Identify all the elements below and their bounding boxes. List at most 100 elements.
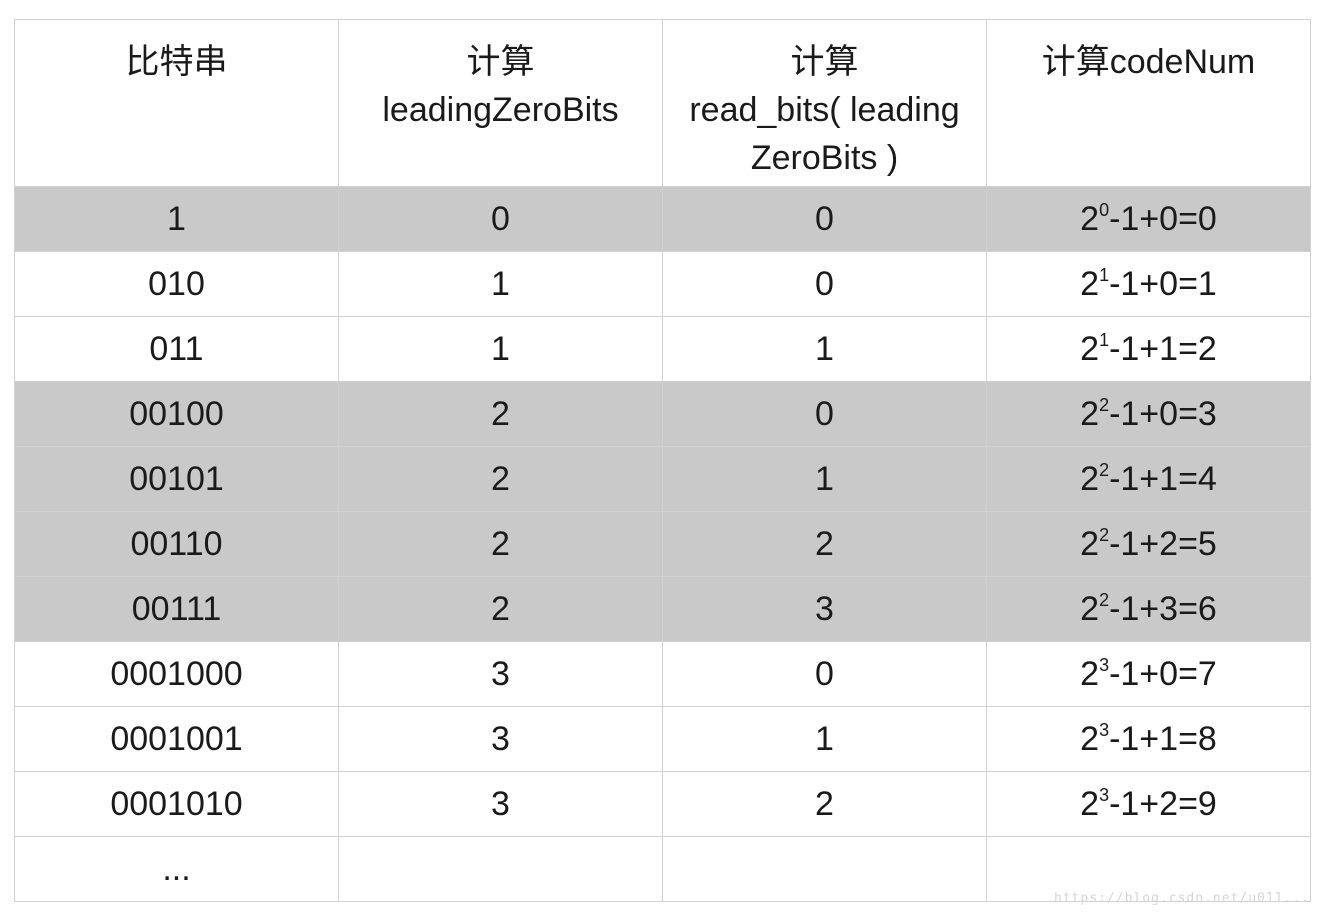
read-bits-cell: 0 (662, 641, 987, 707)
bit-string-cell: 010 (14, 251, 339, 317)
formula-rest: -1+2=9 (1109, 784, 1217, 823)
formula-exponent: 1 (1099, 329, 1110, 350)
formula-exponent: 3 (1099, 654, 1110, 675)
bit-string-cell: 00111 (14, 576, 339, 642)
formula-rest: -1+0=7 (1109, 654, 1217, 693)
leading-zero-bits-cell: 2 (338, 576, 663, 642)
formula-base: 2 (1080, 199, 1100, 238)
formula-base: 2 (1080, 394, 1100, 433)
formula-exponent: 3 (1099, 719, 1110, 740)
formula-exponent: 3 (1099, 784, 1110, 805)
code-num-cell: 21-1+0=1 (986, 251, 1311, 317)
formula-rest: -1+2=5 (1109, 524, 1217, 563)
empty-cell (986, 836, 1311, 902)
bit-string-cell: 0001010 (14, 771, 339, 837)
watermark: https://blog.csdn.net/u011... (1054, 891, 1310, 906)
table-row: 011 1 1 21-1+1=2 (14, 316, 1311, 382)
formula-base: 2 (1080, 719, 1100, 758)
header-read-bits: 计算 read_bits( leading ZeroBits ) (662, 19, 987, 187)
bit-string-cell: 1 (14, 186, 339, 252)
header-line: leadingZeroBits (382, 91, 619, 129)
table-row: 0001010 3 2 23-1+2=9 (14, 771, 1311, 837)
table-row: 1 0 0 20-1+0=0 (14, 186, 1311, 252)
formula-rest: -1+1=4 (1109, 459, 1217, 498)
formula-rest: -1+0=3 (1109, 394, 1217, 433)
leading-zero-bits-cell: 1 (338, 316, 663, 382)
read-bits-cell: 2 (662, 511, 987, 577)
code-num-cell: 21-1+1=2 (986, 316, 1311, 382)
exp-golomb-table: 比特串 计算 leadingZeroBits 计算 read_bits( lea… (14, 19, 1311, 902)
formula-base: 2 (1080, 589, 1100, 628)
formula-base: 2 (1080, 654, 1100, 693)
bit-string-cell: 0001000 (14, 641, 339, 707)
header-line: 比特串 (125, 43, 228, 81)
read-bits-cell: 1 (662, 446, 987, 512)
leading-zero-bits-cell: 3 (338, 641, 663, 707)
formula-rest: -1+0=0 (1109, 199, 1217, 238)
leading-zero-bits-cell: 2 (338, 446, 663, 512)
header-line: 计算codeNum (1041, 43, 1256, 81)
code-num-cell: 22-1+3=6 (986, 576, 1311, 642)
bit-string-cell: 00110 (14, 511, 339, 577)
formula-base: 2 (1080, 784, 1100, 823)
read-bits-cell: 0 (662, 381, 987, 447)
header-line: ZeroBits ) (750, 139, 899, 177)
leading-zero-bits-cell: 1 (338, 251, 663, 317)
read-bits-cell: 0 (662, 186, 987, 252)
code-num-cell: 22-1+0=3 (986, 381, 1311, 447)
code-num-cell: 20-1+0=0 (986, 186, 1311, 252)
read-bits-cell: 1 (662, 706, 987, 772)
leading-zero-bits-cell: 3 (338, 771, 663, 837)
bit-string-cell: 011 (14, 316, 339, 382)
read-bits-cell: 1 (662, 316, 987, 382)
formula-rest: -1+1=8 (1109, 719, 1217, 758)
leading-zero-bits-cell: 3 (338, 706, 663, 772)
ellipsis-cell: ... (14, 836, 339, 902)
empty-cell (662, 836, 987, 902)
read-bits-cell: 2 (662, 771, 987, 837)
code-num-cell: 23-1+1=8 (986, 706, 1311, 772)
read-bits-cell: 3 (662, 576, 987, 642)
header-line: read_bits( leading (689, 91, 960, 129)
header-code-num: 计算codeNum (986, 19, 1311, 187)
code-num-cell: 22-1+2=5 (986, 511, 1311, 577)
header-leading-zero-bits: 计算 leadingZeroBits (338, 19, 663, 187)
empty-cell (338, 836, 663, 902)
bit-string-cell: 00101 (14, 446, 339, 512)
formula-base: 2 (1080, 329, 1100, 368)
formula-exponent: 2 (1099, 459, 1110, 480)
table-row: 00111 2 3 22-1+3=6 (14, 576, 1311, 642)
formula-exponent: 2 (1099, 589, 1110, 610)
formula-base: 2 (1080, 264, 1100, 303)
table-row: 00110 2 2 22-1+2=5 (14, 511, 1311, 577)
formula-rest: -1+0=1 (1109, 264, 1217, 303)
read-bits-cell: 0 (662, 251, 987, 317)
code-num-cell: 23-1+0=7 (986, 641, 1311, 707)
table-row: 00100 2 0 22-1+0=3 (14, 381, 1311, 447)
header-line: 计算 (466, 43, 535, 81)
table-header: 比特串 计算 leadingZeroBits 计算 read_bits( lea… (14, 19, 1311, 187)
header-line: 计算 (790, 43, 859, 81)
formula-base: 2 (1080, 459, 1100, 498)
ellipsis-row: ... (14, 836, 1311, 902)
table-row: 0001001 3 1 23-1+1=8 (14, 706, 1311, 772)
table-body: 1 0 0 20-1+0=0 010 1 0 21-1+0=1 011 1 1 21-1+1=2 001… (14, 186, 1311, 902)
formula-base: 2 (1080, 524, 1100, 563)
header-bit-string: 比特串 (14, 19, 339, 187)
leading-zero-bits-cell: 2 (338, 381, 663, 447)
header-row: 比特串 计算 leadingZeroBits 计算 read_bits( lea… (14, 19, 1311, 187)
leading-zero-bits-cell: 2 (338, 511, 663, 577)
bit-string-cell: 00100 (14, 381, 339, 447)
code-num-cell: 22-1+1=4 (986, 446, 1311, 512)
table-row: 00101 2 1 22-1+1=4 (14, 446, 1311, 512)
formula-rest: -1+1=2 (1109, 329, 1217, 368)
formula-exponent: 1 (1099, 264, 1110, 285)
leading-zero-bits-cell: 0 (338, 186, 663, 252)
code-num-cell: 23-1+2=9 (986, 771, 1311, 837)
table-row: 0001000 3 0 23-1+0=7 (14, 641, 1311, 707)
formula-rest: -1+3=6 (1109, 589, 1217, 628)
formula-exponent: 2 (1099, 524, 1110, 545)
table-row: 010 1 0 21-1+0=1 (14, 251, 1311, 317)
formula-exponent: 0 (1099, 199, 1110, 220)
